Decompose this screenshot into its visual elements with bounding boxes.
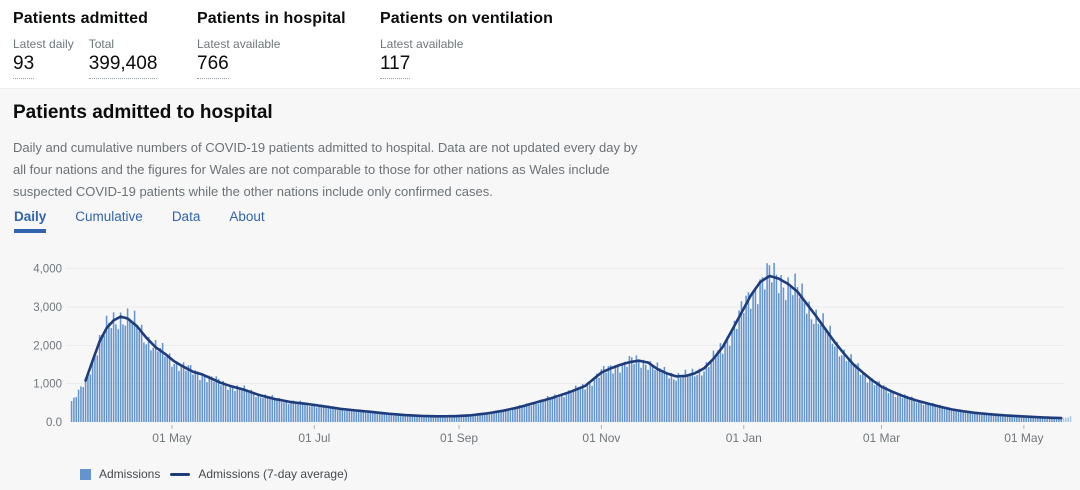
admissions-chart-area: 0.0 1,000 2,000 3,000 4,000 01 May 01 Jul 01 Se… xyxy=(0,246,1080,451)
metric-label: Latest daily xyxy=(13,37,74,51)
description-line: all four nations and the figures for Wal… xyxy=(13,162,610,177)
metric-value: 93 xyxy=(13,53,74,79)
summary-stats: Patients admitted Latest daily 93 Total … xyxy=(0,0,1080,88)
svg-text:01 May: 01 May xyxy=(1004,431,1043,445)
admissions-bar-swatch-icon xyxy=(80,468,91,480)
svg-text:01 Mar: 01 Mar xyxy=(863,431,900,445)
stat-title: Patients in hospital xyxy=(197,10,346,27)
metric-label: Latest available xyxy=(197,37,281,51)
in-hospital-value[interactable]: 766 xyxy=(197,53,229,79)
svg-text:01 May: 01 May xyxy=(152,431,191,445)
svg-text:0.0: 0.0 xyxy=(46,417,62,429)
description-line: suspected COVID-19 patients while the ot… xyxy=(13,184,493,199)
chart-legend: Admissions Admissions (7-day average) xyxy=(80,467,1080,481)
svg-text:1,000: 1,000 xyxy=(33,379,62,391)
stat-title: Patients admitted xyxy=(13,10,149,27)
svg-text:2,000: 2,000 xyxy=(33,340,62,352)
tab-about[interactable]: About xyxy=(229,209,265,224)
metric-value: 117 xyxy=(380,53,463,79)
metric-latest-available: Latest available 117 xyxy=(380,37,463,79)
admissions-bars xyxy=(70,262,1072,422)
description-line: Daily and cumulative numbers of COVID-19… xyxy=(13,140,638,155)
tab-daily[interactable]: Daily xyxy=(14,209,47,233)
metric-value: 766 xyxy=(197,53,280,79)
svg-text:4,000: 4,000 xyxy=(33,264,62,276)
x-axis: 01 May 01 Jul 01 Sep 01 Nov 01 Jan 01 Mar 01 M… xyxy=(152,425,1044,445)
metric-value: 399,408 xyxy=(88,53,158,79)
admissions-chart[interactable]: 0.0 1,000 2,000 3,000 4,000 01 May 01 Jul 01 Se… xyxy=(0,246,1080,446)
svg-text:3,000: 3,000 xyxy=(33,302,62,314)
stat-card-patients-admitted: Patients admitted Latest daily 93 Total … xyxy=(13,10,197,88)
tab-cumulative[interactable]: Cumulative xyxy=(75,209,143,224)
section-description: Daily and cumulative numbers of COVID-19… xyxy=(13,137,1080,203)
stat-card-patients-on-ventilation: Patients on ventilation Latest available… xyxy=(380,10,553,88)
total-value[interactable]: 399,408 xyxy=(88,53,158,79)
stat-title: Patients on ventilation xyxy=(380,10,553,27)
svg-text:01 Nov: 01 Nov xyxy=(582,431,620,445)
metric-label: Latest available xyxy=(380,37,464,51)
legend-item-admissions-average[interactable]: Admissions (7-day average) xyxy=(160,467,348,481)
svg-text:01 Sep: 01 Sep xyxy=(440,431,478,445)
y-axis: 0.0 1,000 2,000 3,000 4,000 xyxy=(33,264,62,429)
average-line xyxy=(84,274,1063,420)
metric-latest-available: Latest available 766 xyxy=(197,37,280,79)
svg-text:01 Jul: 01 Jul xyxy=(298,431,330,445)
svg-text:01 Jan: 01 Jan xyxy=(726,431,762,445)
legend-label: Admissions (7-day average) xyxy=(198,467,348,481)
metric-latest-daily: Latest daily 93 xyxy=(13,37,74,79)
average-line-swatch-icon xyxy=(170,472,191,476)
ventilation-value[interactable]: 117 xyxy=(380,53,411,79)
metric-total: Total 399,408 xyxy=(88,37,158,79)
gridlines xyxy=(66,268,1064,385)
stat-card-patients-in-hospital: Patients in hospital Latest available 76… xyxy=(197,10,380,88)
admissions-section: Patients admitted to hospital Daily and … xyxy=(0,88,1080,490)
latest-daily-value[interactable]: 93 xyxy=(13,53,35,79)
tab-data[interactable]: Data xyxy=(171,209,201,224)
page-title: Patients admitted to hospital xyxy=(13,102,273,123)
legend-label: Admissions xyxy=(99,467,161,481)
metric-label: Total xyxy=(88,37,115,51)
tab-bar: Daily Cumulative Data About xyxy=(14,209,1080,233)
legend-item-admissions[interactable]: Admissions xyxy=(80,467,160,481)
